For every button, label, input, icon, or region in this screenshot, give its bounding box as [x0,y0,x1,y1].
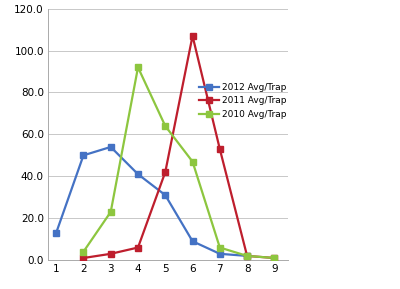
Line: 2012 Avg/Trap: 2012 Avg/Trap [53,144,250,259]
Line: 2010 Avg/Trap: 2010 Avg/Trap [80,64,278,261]
2012 Avg/Trap [163,193,168,197]
2011 Avg/Trap [272,256,277,260]
2011 Avg/Trap [218,147,222,151]
2012 Avg/Trap [108,145,113,149]
2010 Avg/Trap [272,256,277,260]
2010 Avg/Trap [108,210,113,214]
Line: 2011 Avg/Trap: 2011 Avg/Trap [80,33,278,261]
2012 Avg/Trap [190,240,195,243]
2012 Avg/Trap [81,154,86,157]
Legend: 2012 Avg/Trap, 2011 Avg/Trap, 2010 Avg/Trap: 2012 Avg/Trap, 2011 Avg/Trap, 2010 Avg/T… [195,79,290,122]
2010 Avg/Trap [190,160,195,163]
2010 Avg/Trap [163,124,168,128]
2011 Avg/Trap [81,256,86,260]
2010 Avg/Trap [245,254,250,258]
2011 Avg/Trap [245,254,250,258]
2012 Avg/Trap [136,173,140,176]
2012 Avg/Trap [245,254,250,258]
2011 Avg/Trap [190,34,195,38]
2010 Avg/Trap [218,246,222,249]
2012 Avg/Trap [218,252,222,255]
2010 Avg/Trap [81,250,86,253]
2011 Avg/Trap [108,252,113,255]
2010 Avg/Trap [136,66,140,69]
2011 Avg/Trap [163,171,168,174]
2011 Avg/Trap [136,246,140,249]
2012 Avg/Trap [54,231,58,235]
